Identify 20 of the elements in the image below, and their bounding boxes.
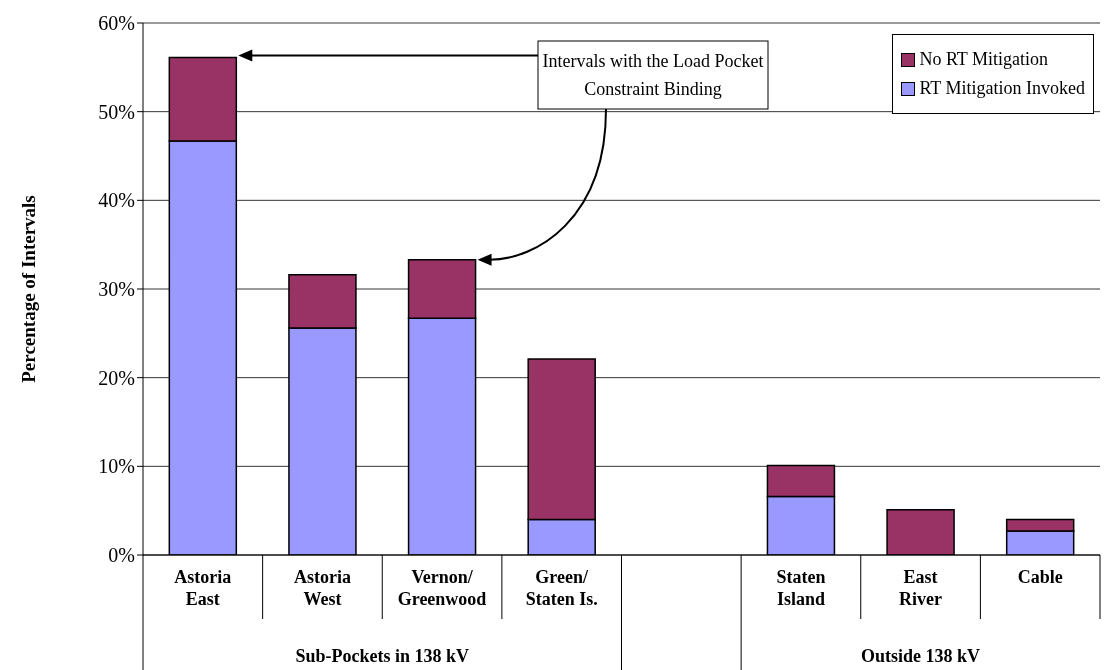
legend-label: RT Mitigation Invoked xyxy=(919,78,1085,99)
x-tick-label: East River xyxy=(899,567,943,609)
x-tick-label: Cable xyxy=(1017,567,1063,587)
text: Outside 138 kV xyxy=(861,646,981,666)
annotation: Intervals with the Load Pocket Constraint Binding xyxy=(542,51,764,99)
y-tick-label: 50% xyxy=(98,100,135,123)
legend-label: No RT Mitigation xyxy=(919,49,1049,70)
x-tick-label: Astoria East xyxy=(174,567,232,609)
x-tick-label: Astoria West xyxy=(293,567,351,609)
x-tick-label: Vernon/Greenwood xyxy=(397,567,487,609)
y-axis-title: Percentage of Intervals xyxy=(17,195,39,383)
y-tick-label: 60% xyxy=(98,12,135,35)
text: Sub-Pockets in 138 kV xyxy=(295,646,470,666)
x-tick-label: Green/Staten Is. xyxy=(525,567,598,609)
y-tick-label: 0% xyxy=(108,544,135,567)
x-tick-label: Staten Island xyxy=(776,567,826,609)
y-tick-label: 20% xyxy=(98,366,135,389)
y-tick-label: 10% xyxy=(98,455,135,478)
y-tick-label: 40% xyxy=(98,189,135,212)
y-tick-label: 30% xyxy=(98,278,135,301)
